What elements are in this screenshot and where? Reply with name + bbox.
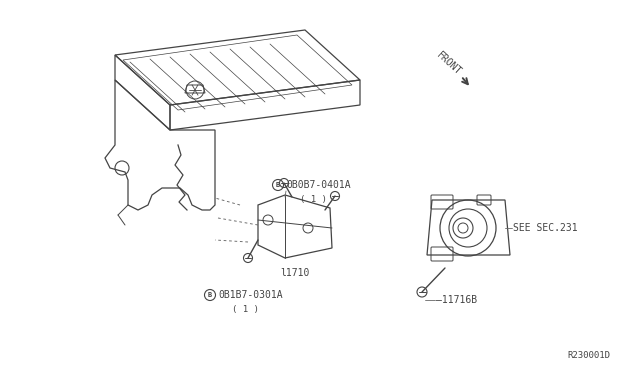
Text: R230001D: R230001D [567, 351, 610, 360]
Text: —11716B: —11716B [436, 295, 477, 305]
Text: B: B [276, 182, 280, 188]
Text: l1710: l1710 [280, 268, 310, 278]
Circle shape [243, 253, 253, 263]
Circle shape [417, 287, 427, 297]
Text: ( 1 ): ( 1 ) [232, 305, 259, 314]
Circle shape [280, 179, 289, 187]
Text: B: B [208, 292, 212, 298]
Text: SEE SEC.231: SEE SEC.231 [513, 223, 578, 233]
Text: FRONT: FRONT [435, 51, 463, 77]
Text: 0B1B7-0301A: 0B1B7-0301A [218, 290, 283, 300]
Circle shape [330, 192, 339, 201]
Text: ( 1 ): ( 1 ) [300, 195, 327, 204]
Text: 0B0B7-0401A: 0B0B7-0401A [286, 180, 351, 190]
